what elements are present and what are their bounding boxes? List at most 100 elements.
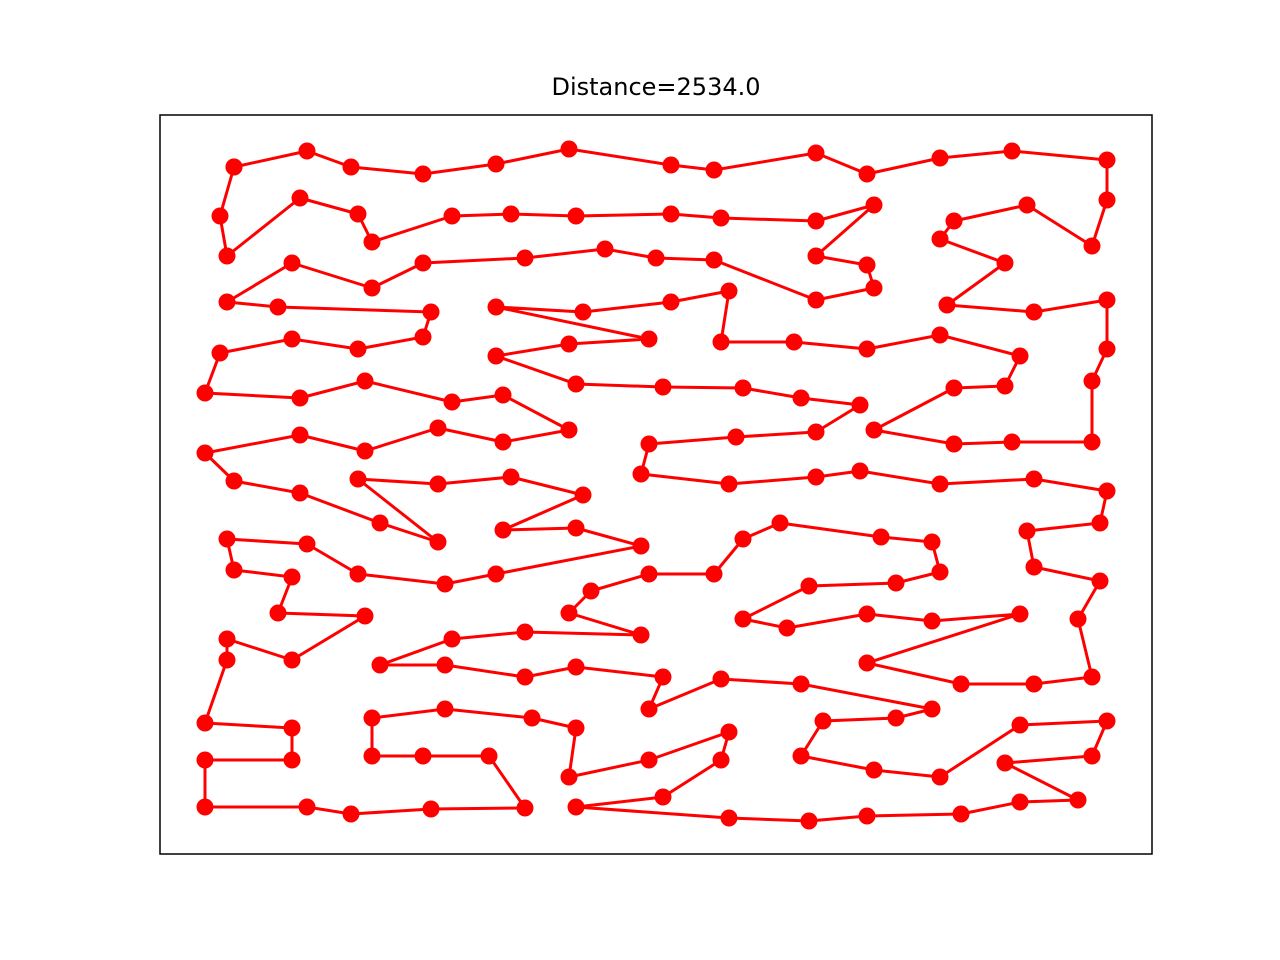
city-point [363, 747, 381, 765]
city-point [800, 812, 818, 830]
city-point [567, 207, 585, 225]
city-point [1003, 142, 1021, 160]
city-point [705, 565, 723, 583]
city-point [596, 240, 614, 258]
city-point [269, 298, 287, 316]
city-point [1069, 610, 1087, 628]
city-point [436, 700, 454, 718]
city-point [196, 751, 214, 769]
city-point [858, 256, 876, 274]
city-point [858, 807, 876, 825]
city-point [1011, 793, 1029, 811]
city-point [560, 335, 578, 353]
city-point [443, 393, 461, 411]
city-point [574, 486, 592, 504]
city-point [952, 675, 970, 693]
city-point [865, 196, 883, 214]
city-point [502, 205, 520, 223]
city-point [494, 386, 512, 404]
city-point [931, 563, 949, 581]
city-point [349, 340, 367, 358]
city-point [1025, 675, 1043, 693]
city-point [291, 426, 309, 444]
city-point [792, 389, 810, 407]
city-point [712, 751, 730, 769]
city-point [414, 254, 432, 272]
city-point [640, 435, 658, 453]
city-point [1083, 433, 1101, 451]
city-point [807, 423, 825, 441]
city-point [640, 700, 658, 718]
city-point [632, 626, 650, 644]
city-point [429, 475, 447, 493]
city-point [712, 333, 730, 351]
city-point [443, 207, 461, 225]
city-point [283, 254, 301, 272]
city-point [480, 747, 498, 765]
city-point [887, 574, 905, 592]
city-point [567, 658, 585, 676]
city-point [283, 651, 301, 669]
city-point [443, 630, 461, 648]
city-point [342, 158, 360, 176]
city-point [342, 805, 360, 823]
city-point [516, 249, 534, 267]
city-point [1083, 747, 1101, 765]
city-point [945, 379, 963, 397]
city-point [654, 378, 672, 396]
city-point [356, 372, 374, 390]
city-point [720, 282, 738, 300]
city-point [865, 279, 883, 297]
city-point [1083, 372, 1101, 390]
city-point [705, 161, 723, 179]
city-point [865, 421, 883, 439]
city-point [858, 654, 876, 672]
city-point [785, 333, 803, 351]
city-point [1083, 668, 1101, 686]
city-point [363, 709, 381, 727]
city-point [720, 809, 738, 827]
city-point [291, 189, 309, 207]
city-point [807, 144, 825, 162]
city-point [349, 565, 367, 583]
city-point [858, 605, 876, 623]
city-point [1003, 433, 1021, 451]
city-point [516, 668, 534, 686]
city-point [218, 530, 236, 548]
city-point [196, 798, 214, 816]
city-point [574, 303, 592, 321]
city-point [945, 212, 963, 230]
city-point [872, 528, 890, 546]
city-point [218, 651, 236, 669]
city-point [1011, 605, 1029, 623]
city-point [807, 291, 825, 309]
city-point [814, 712, 832, 730]
city-point [436, 656, 454, 674]
city-point [640, 751, 658, 769]
city-point [1018, 522, 1036, 540]
city-point [734, 379, 752, 397]
city-point [356, 607, 374, 625]
city-point [356, 442, 374, 460]
city-point [218, 630, 236, 648]
city-point [422, 303, 440, 321]
city-point [1091, 514, 1109, 532]
city-point [1083, 237, 1101, 255]
city-point [720, 723, 738, 741]
city-point [952, 805, 970, 823]
axes-frame [159, 114, 1153, 855]
chart-title: Distance=2534.0 [551, 73, 760, 101]
city-point [632, 465, 650, 483]
city-point [269, 604, 287, 622]
city-point [887, 709, 905, 727]
city-point [771, 514, 789, 532]
city-point [487, 565, 505, 583]
city-point [1025, 558, 1043, 576]
city-point [662, 205, 680, 223]
city-point [291, 389, 309, 407]
city-point [647, 249, 665, 267]
city-point [851, 396, 869, 414]
city-point [283, 568, 301, 586]
city-point [1098, 291, 1116, 309]
